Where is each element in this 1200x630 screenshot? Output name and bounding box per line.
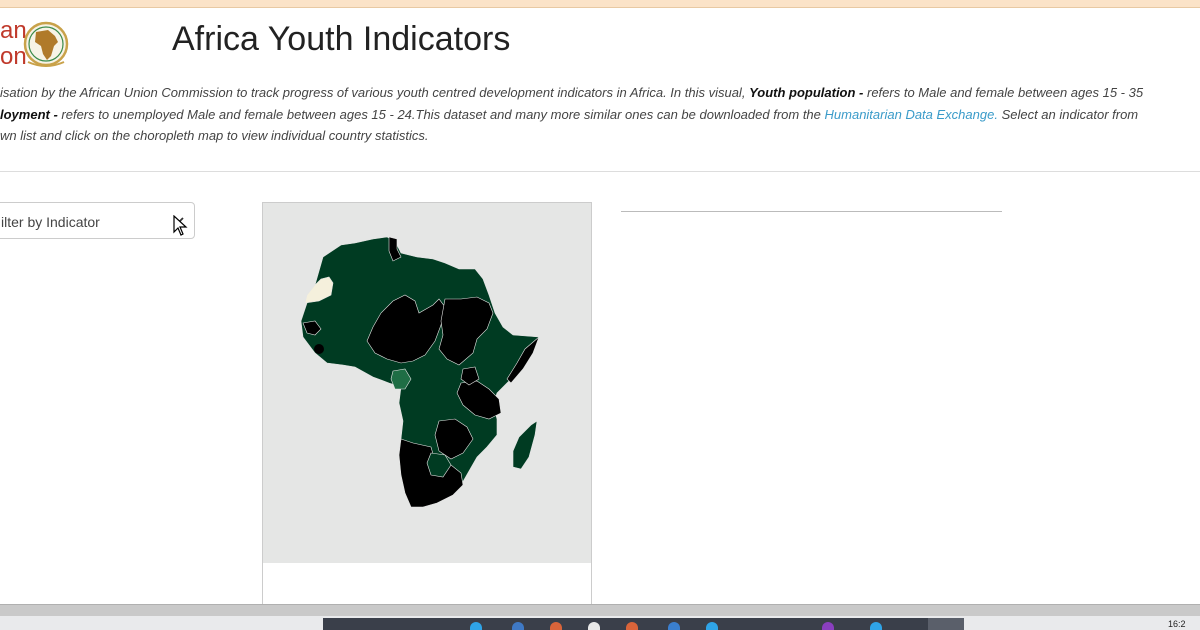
tunisia[interactable]	[388, 236, 402, 262]
madagascar[interactable]	[512, 420, 538, 470]
west-coast-black-spot[interactable]	[314, 344, 324, 354]
horizontal-scrollbar[interactable]	[0, 604, 1200, 616]
africa-map-svg[interactable]	[263, 203, 593, 565]
taskbar-app-icon[interactable]	[706, 622, 718, 630]
sudan-black-region[interactable]	[438, 296, 494, 366]
great-lakes-black-region[interactable]	[460, 366, 480, 386]
logo-text-line1: an	[0, 17, 27, 44]
description-line-1: isation by the African Union Commission …	[0, 85, 1144, 100]
african-union-logo[interactable]: an on	[0, 14, 75, 76]
browser-top-strip	[0, 0, 1200, 8]
taskbar-app-icon[interactable]	[822, 622, 834, 630]
mouse-cursor-icon	[173, 215, 188, 236]
filter-selected-value: ilter by Indicator	[1, 214, 100, 230]
taskbar-clock: 16:2	[1168, 619, 1186, 629]
taskbar-app-icon[interactable]	[626, 622, 638, 630]
gabon-region[interactable]	[390, 368, 412, 390]
taskbar-app-icon[interactable]	[550, 622, 562, 630]
taskbar-app-icon[interactable]	[588, 622, 600, 630]
description-text: isation by the African Union Commission …	[0, 82, 1200, 147]
taskbar-app-icon[interactable]	[870, 622, 882, 630]
indicator-filter-select[interactable]: ilter by Indicator	[0, 202, 195, 239]
page-title: Africa Youth Indicators	[172, 20, 511, 58]
header-divider	[0, 171, 1200, 172]
west-coast-black-region[interactable]	[302, 320, 322, 336]
western-sahara[interactable]	[304, 276, 334, 304]
taskbar-active-app[interactable]	[928, 618, 964, 630]
description-line-3: wn list and click on the choropleth map …	[0, 128, 429, 143]
taskbar-app-icon[interactable]	[668, 622, 680, 630]
map-info-panel	[262, 563, 592, 608]
humanitarian-data-exchange-link[interactable]: Humanitarian Data Exchange.	[824, 106, 998, 122]
au-emblem-icon	[23, 21, 69, 67]
chart-area-divider	[621, 211, 1002, 212]
southern-central-black-region[interactable]	[434, 418, 474, 460]
choropleth-map[interactable]	[262, 202, 592, 564]
description-line-2: loyment - refers to unemployed Male and …	[0, 106, 1139, 122]
botswana[interactable]	[426, 452, 452, 478]
taskbar-app-icon[interactable]	[470, 622, 482, 630]
taskbar-app-icon[interactable]	[512, 622, 524, 630]
somalia[interactable]	[506, 336, 540, 384]
logo-text-line2: on	[0, 43, 27, 70]
east-africa-black-region[interactable]	[456, 380, 502, 420]
